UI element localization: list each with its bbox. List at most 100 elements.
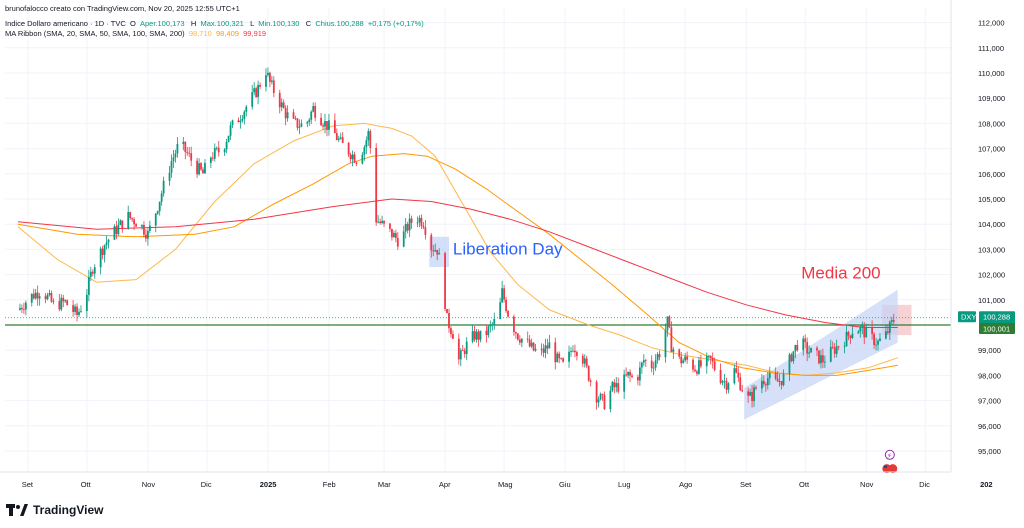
candle-body[interactable] <box>190 153 193 161</box>
candle-body[interactable] <box>629 371 631 376</box>
candle-body[interactable] <box>656 354 659 361</box>
candle-body[interactable] <box>44 296 47 300</box>
candle-body[interactable] <box>227 135 230 142</box>
candle-body[interactable] <box>721 381 724 383</box>
candle-body[interactable] <box>48 293 51 295</box>
candle-body[interactable] <box>623 374 626 392</box>
candle-body[interactable] <box>141 225 143 227</box>
candle-body[interactable] <box>379 221 382 223</box>
candle-body[interactable] <box>202 169 204 174</box>
candle-body[interactable] <box>505 299 507 311</box>
candle-body[interactable] <box>402 231 405 247</box>
candle-body[interactable] <box>739 377 742 391</box>
candle-body[interactable] <box>518 339 521 343</box>
candle-body[interactable] <box>849 335 852 339</box>
candle-body[interactable] <box>363 147 366 155</box>
candle-body[interactable] <box>349 154 352 160</box>
candle-body[interactable] <box>418 217 421 223</box>
candle-body[interactable] <box>654 360 657 368</box>
candle-body[interactable] <box>284 108 287 119</box>
candle-body[interactable] <box>107 239 110 243</box>
candle-body[interactable] <box>30 293 33 303</box>
candle-body[interactable] <box>597 399 600 403</box>
candle-body[interactable] <box>548 342 551 349</box>
candle-body[interactable] <box>737 372 740 378</box>
candle-body[interactable] <box>420 217 423 227</box>
candle-body[interactable] <box>434 249 437 252</box>
candle-body[interactable] <box>642 360 645 363</box>
candle-body[interactable] <box>668 316 671 328</box>
candle-body[interactable] <box>58 301 61 310</box>
candle-body[interactable] <box>103 245 106 255</box>
candle-body[interactable] <box>755 387 757 389</box>
candle-body[interactable] <box>282 102 285 109</box>
candle-body[interactable] <box>314 106 317 118</box>
candle-body[interactable] <box>808 352 811 354</box>
candle-body[interactable] <box>753 387 755 402</box>
candle-body[interactable] <box>89 271 92 277</box>
candle-body[interactable] <box>572 350 574 352</box>
candle-body[interactable] <box>861 325 864 327</box>
candle-body[interactable] <box>436 249 439 255</box>
candle-body[interactable] <box>115 226 118 235</box>
candle-body[interactable] <box>76 306 78 315</box>
candle-body[interactable] <box>101 248 104 255</box>
candle-body[interactable] <box>631 375 633 377</box>
candle-body[interactable] <box>259 85 261 87</box>
candle-body[interactable] <box>148 225 151 231</box>
candle-body[interactable] <box>312 106 315 112</box>
candle-body[interactable] <box>686 356 689 360</box>
candle-body[interactable] <box>46 294 49 300</box>
candle-body[interactable] <box>479 330 482 340</box>
candle-body[interactable] <box>430 234 433 251</box>
candle-body[interactable] <box>119 220 122 225</box>
candle-body[interactable] <box>213 147 216 159</box>
candle-body[interactable] <box>666 316 669 331</box>
candle-body[interactable] <box>78 311 80 315</box>
candle-body[interactable] <box>493 319 496 325</box>
candle-body[interactable] <box>823 361 826 363</box>
candle-body[interactable] <box>652 367 655 369</box>
candle-body[interactable] <box>845 331 848 347</box>
candle-body[interactable] <box>339 137 342 139</box>
candle-body[interactable] <box>24 302 27 310</box>
candle-body[interactable] <box>892 320 895 322</box>
candle-body[interactable] <box>638 367 641 381</box>
candle-body[interactable] <box>611 382 614 391</box>
candle-body[interactable] <box>217 147 220 153</box>
candle-body[interactable] <box>719 369 722 383</box>
candle-body[interactable] <box>170 161 173 173</box>
candle-body[interactable] <box>585 358 588 367</box>
candle-body[interactable] <box>392 233 395 238</box>
candle-body[interactable] <box>857 331 860 334</box>
candle-body[interactable] <box>196 160 198 175</box>
candle-body[interactable] <box>64 300 67 302</box>
candle-body[interactable] <box>389 223 391 229</box>
candle-body[interactable] <box>272 80 275 93</box>
candle-body[interactable] <box>438 253 441 255</box>
candle-body[interactable] <box>367 131 370 141</box>
candle-body[interactable] <box>554 342 557 363</box>
candle-body[interactable] <box>520 338 523 343</box>
candle-body[interactable] <box>245 106 248 112</box>
candle-body[interactable] <box>733 368 736 384</box>
candle-body[interactable] <box>540 348 543 350</box>
candle-body[interactable] <box>444 253 446 309</box>
candle-body[interactable] <box>780 380 783 386</box>
candle-body[interactable] <box>725 380 728 390</box>
candle-body[interactable] <box>485 330 488 336</box>
candle-body[interactable] <box>528 339 531 347</box>
candle-body[interactable] <box>694 369 696 372</box>
candle-body[interactable] <box>146 230 149 239</box>
candle-body[interactable] <box>396 238 399 247</box>
candle-body[interactable] <box>168 172 171 181</box>
sma-200-line[interactable] <box>17 198 898 328</box>
candle-body[interactable] <box>204 163 206 174</box>
candle-body[interactable] <box>243 111 246 120</box>
candle-body[interactable] <box>328 120 330 130</box>
candle-body[interactable] <box>835 346 838 354</box>
candle-body[interactable] <box>491 324 494 325</box>
candle-body[interactable] <box>546 345 549 349</box>
candle-body[interactable] <box>135 224 137 227</box>
candle-body[interactable] <box>587 366 590 381</box>
